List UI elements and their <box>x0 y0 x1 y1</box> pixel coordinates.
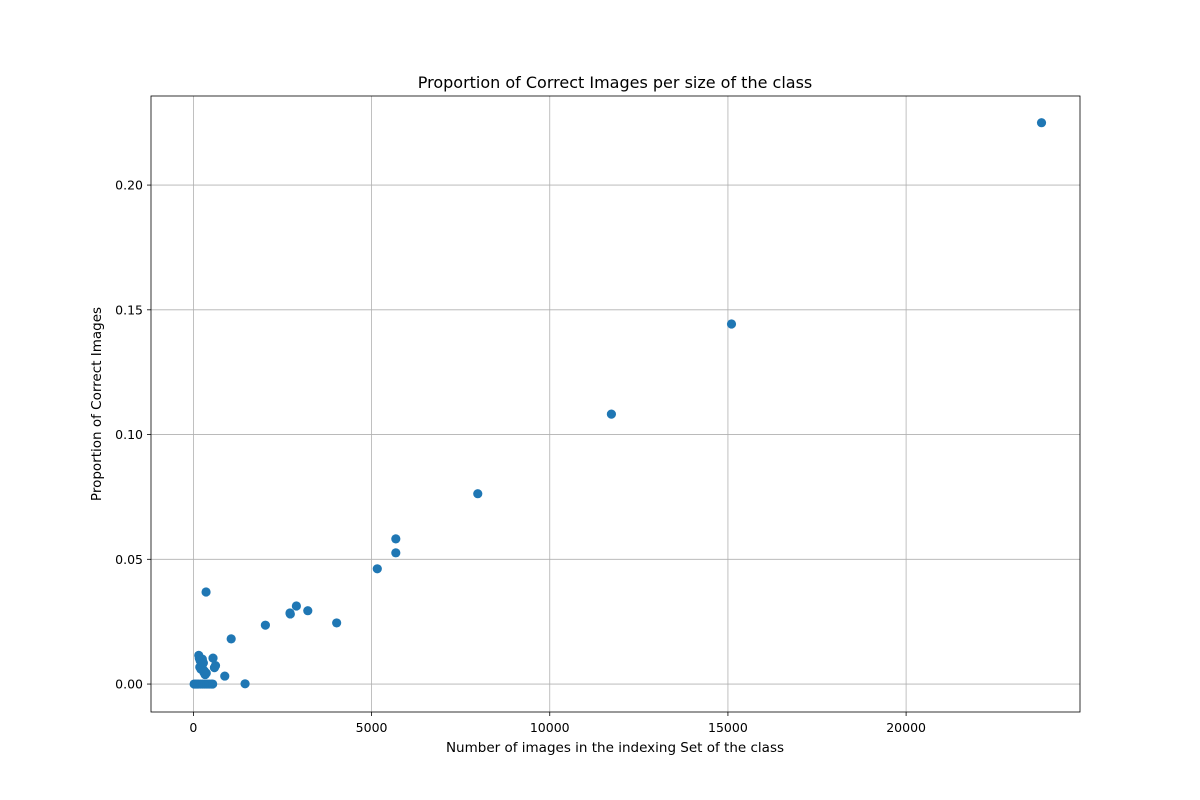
scatter-point <box>1036 118 1047 128</box>
scatter-point <box>391 548 401 558</box>
x-axis-title: Number of images in the indexing Set of … <box>446 740 784 756</box>
plot-area-background <box>151 96 1080 712</box>
scatter-point <box>285 609 295 619</box>
scatter-point <box>226 634 236 644</box>
y-tick-label: 0.10 <box>115 427 143 442</box>
scatter-point <box>208 679 218 689</box>
y-tick-label: 0.15 <box>115 302 143 317</box>
x-axis-ticks: 0 5000 10000 15000 20000 <box>189 712 926 735</box>
x-tick-label: 0 <box>189 720 197 735</box>
scatter-point <box>473 489 483 499</box>
plot-area-frame <box>150 95 1081 713</box>
x-tick-label: 5000 <box>356 720 388 735</box>
y-tick-label: 0.00 <box>115 677 143 692</box>
scatter-point <box>391 534 401 544</box>
x-tick-label: 20000 <box>886 720 926 735</box>
y-tick-label: 0.20 <box>115 178 143 193</box>
scatter-point <box>198 658 208 668</box>
scatter-point <box>208 653 218 663</box>
chart-title: Proportion of Correct Images per size of… <box>418 73 813 92</box>
grid-lines <box>151 96 1080 712</box>
scatter-point <box>201 587 211 597</box>
scatter-point <box>199 666 210 676</box>
y-axis-ticks: 0.00 0.05 0.10 0.15 0.20 <box>115 178 151 692</box>
scatter-point <box>220 671 230 681</box>
y-axis-title: Proportion of Correct Images <box>89 307 105 501</box>
x-tick-label: 15000 <box>708 720 748 735</box>
scatter-point <box>291 601 301 611</box>
scatter-points <box>189 118 1047 689</box>
scatter-point <box>726 319 737 329</box>
scatter-point <box>606 409 617 419</box>
scatter-point <box>240 679 250 689</box>
y-tick-label: 0.05 <box>115 552 143 567</box>
scatter-point <box>303 606 313 616</box>
x-tick-label: 10000 <box>530 720 570 735</box>
scatter-point <box>260 620 270 630</box>
scatter-point <box>209 662 220 673</box>
scatter-point <box>372 564 382 574</box>
scatter-point <box>332 618 342 628</box>
